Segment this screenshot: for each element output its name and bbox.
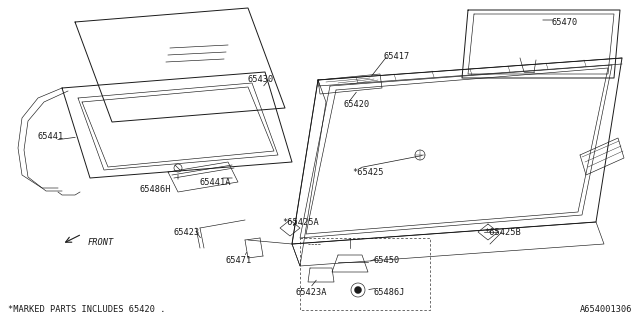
Text: 65486J: 65486J xyxy=(374,288,406,297)
Text: 65450: 65450 xyxy=(374,256,400,265)
Text: 65470: 65470 xyxy=(552,18,579,27)
Text: 65486H: 65486H xyxy=(140,185,172,194)
Text: 65420: 65420 xyxy=(344,100,371,109)
Text: 65423: 65423 xyxy=(174,228,200,237)
Text: FRONT: FRONT xyxy=(88,238,115,247)
Text: 65441: 65441 xyxy=(38,132,64,141)
Text: 65417: 65417 xyxy=(384,52,410,61)
Circle shape xyxy=(355,286,362,293)
Text: *65425A: *65425A xyxy=(282,218,319,227)
Text: A654001306: A654001306 xyxy=(579,305,632,314)
Text: 65430: 65430 xyxy=(248,75,275,84)
Text: 65423A: 65423A xyxy=(296,288,328,297)
Text: 65471: 65471 xyxy=(226,256,252,265)
Text: *65425B: *65425B xyxy=(484,228,521,237)
Text: 65441A: 65441A xyxy=(200,178,232,187)
Text: *65425: *65425 xyxy=(352,168,383,177)
Text: *MARKED PARTS INCLUDES 65420 .: *MARKED PARTS INCLUDES 65420 . xyxy=(8,305,166,314)
